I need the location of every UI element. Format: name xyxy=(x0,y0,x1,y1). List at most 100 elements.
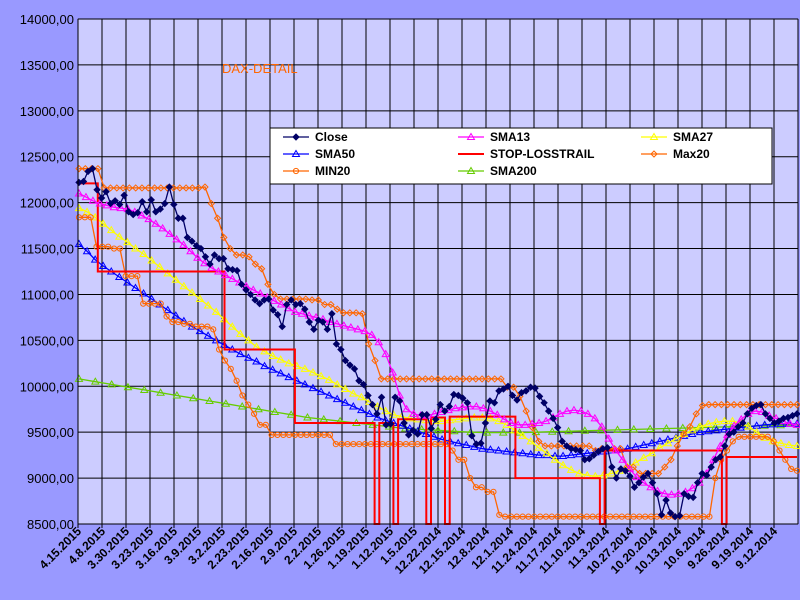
data-point xyxy=(522,407,530,415)
data-point xyxy=(346,361,354,369)
data-point xyxy=(427,375,436,383)
data-point xyxy=(730,428,738,436)
data-point xyxy=(408,441,415,448)
data-point xyxy=(320,300,329,309)
data-point xyxy=(626,472,634,480)
data-point xyxy=(743,410,752,418)
data-point xyxy=(359,380,368,389)
data-point xyxy=(337,345,345,354)
data-point xyxy=(350,365,359,373)
data-point xyxy=(675,512,684,520)
data-point xyxy=(291,431,299,439)
data-point xyxy=(768,400,776,409)
data-point xyxy=(93,186,101,194)
data-point xyxy=(716,453,724,461)
data-point xyxy=(239,251,247,259)
data-point xyxy=(776,438,786,447)
data-point xyxy=(171,275,181,283)
legend-item-min20: MIN20 xyxy=(283,164,351,178)
data-point xyxy=(490,488,497,495)
data-point xyxy=(227,274,237,282)
data-point xyxy=(705,400,713,409)
data-point xyxy=(300,364,310,372)
data-point xyxy=(535,392,544,401)
data-point xyxy=(465,375,474,383)
data-point xyxy=(760,420,770,428)
data-point xyxy=(163,313,170,320)
data-point xyxy=(346,323,356,331)
data-point xyxy=(364,391,372,400)
data-point xyxy=(114,272,124,281)
data-point xyxy=(706,513,713,520)
data-point xyxy=(186,320,194,327)
data-point xyxy=(182,184,190,192)
data-point xyxy=(368,400,377,409)
data-point xyxy=(572,513,579,520)
data-point xyxy=(490,375,499,383)
y-tick-label: 11500,00 xyxy=(21,242,74,257)
data-point xyxy=(608,463,616,471)
data-point xyxy=(315,431,322,439)
data-point xyxy=(138,198,146,206)
data-point xyxy=(233,266,241,275)
data-point xyxy=(534,418,544,426)
data-point xyxy=(151,300,158,307)
data-point xyxy=(671,434,681,442)
data-point xyxy=(402,375,411,383)
data-point xyxy=(703,419,713,427)
data-point xyxy=(183,233,192,242)
data-point xyxy=(721,442,729,450)
data-point xyxy=(688,513,696,520)
data-point xyxy=(541,416,551,425)
data-point xyxy=(481,419,490,427)
data-point xyxy=(252,356,261,365)
data-point xyxy=(550,451,560,460)
data-point xyxy=(163,268,173,277)
data-point xyxy=(519,513,526,520)
data-point xyxy=(245,401,252,408)
data-point xyxy=(74,374,84,382)
data-point xyxy=(574,469,584,477)
data-point xyxy=(339,309,348,317)
data-point xyxy=(785,419,795,427)
data-point xyxy=(332,441,339,448)
data-point xyxy=(525,513,532,520)
legend-label: MIN20 xyxy=(315,164,351,178)
data-point xyxy=(776,447,783,454)
legend-label: SMA13 xyxy=(490,130,530,144)
data-point xyxy=(414,441,421,448)
data-point xyxy=(453,438,463,447)
data-point xyxy=(332,319,342,327)
data-point xyxy=(138,184,146,192)
data-point xyxy=(494,416,503,425)
data-point xyxy=(741,433,748,440)
data-point xyxy=(113,184,121,192)
data-point xyxy=(471,401,481,410)
legend-marker xyxy=(649,132,659,140)
data-point xyxy=(612,513,620,520)
data-point xyxy=(432,415,440,424)
data-point xyxy=(340,384,350,393)
data-point xyxy=(569,405,579,414)
data-point xyxy=(682,513,690,520)
data-point xyxy=(560,513,567,520)
chart-title: DAX-DETAIL xyxy=(222,61,298,76)
data-point xyxy=(549,414,557,423)
data-point xyxy=(720,416,729,425)
series-line-stop-losstrail xyxy=(79,182,797,525)
data-point xyxy=(674,489,683,497)
data-point xyxy=(305,318,314,326)
data-point xyxy=(449,426,459,435)
data-point xyxy=(93,243,100,250)
data-point xyxy=(203,331,213,339)
legend-marker xyxy=(466,166,476,174)
data-point xyxy=(326,431,334,439)
data-point xyxy=(308,296,316,304)
data-point xyxy=(75,164,83,173)
data-point xyxy=(214,267,223,275)
data-point xyxy=(176,184,184,192)
x-axis: 4.15.20154.8.20153.30.20153.23.20153.16.… xyxy=(36,523,798,577)
data-point xyxy=(140,300,147,307)
data-point xyxy=(780,400,789,409)
data-point xyxy=(102,187,110,196)
